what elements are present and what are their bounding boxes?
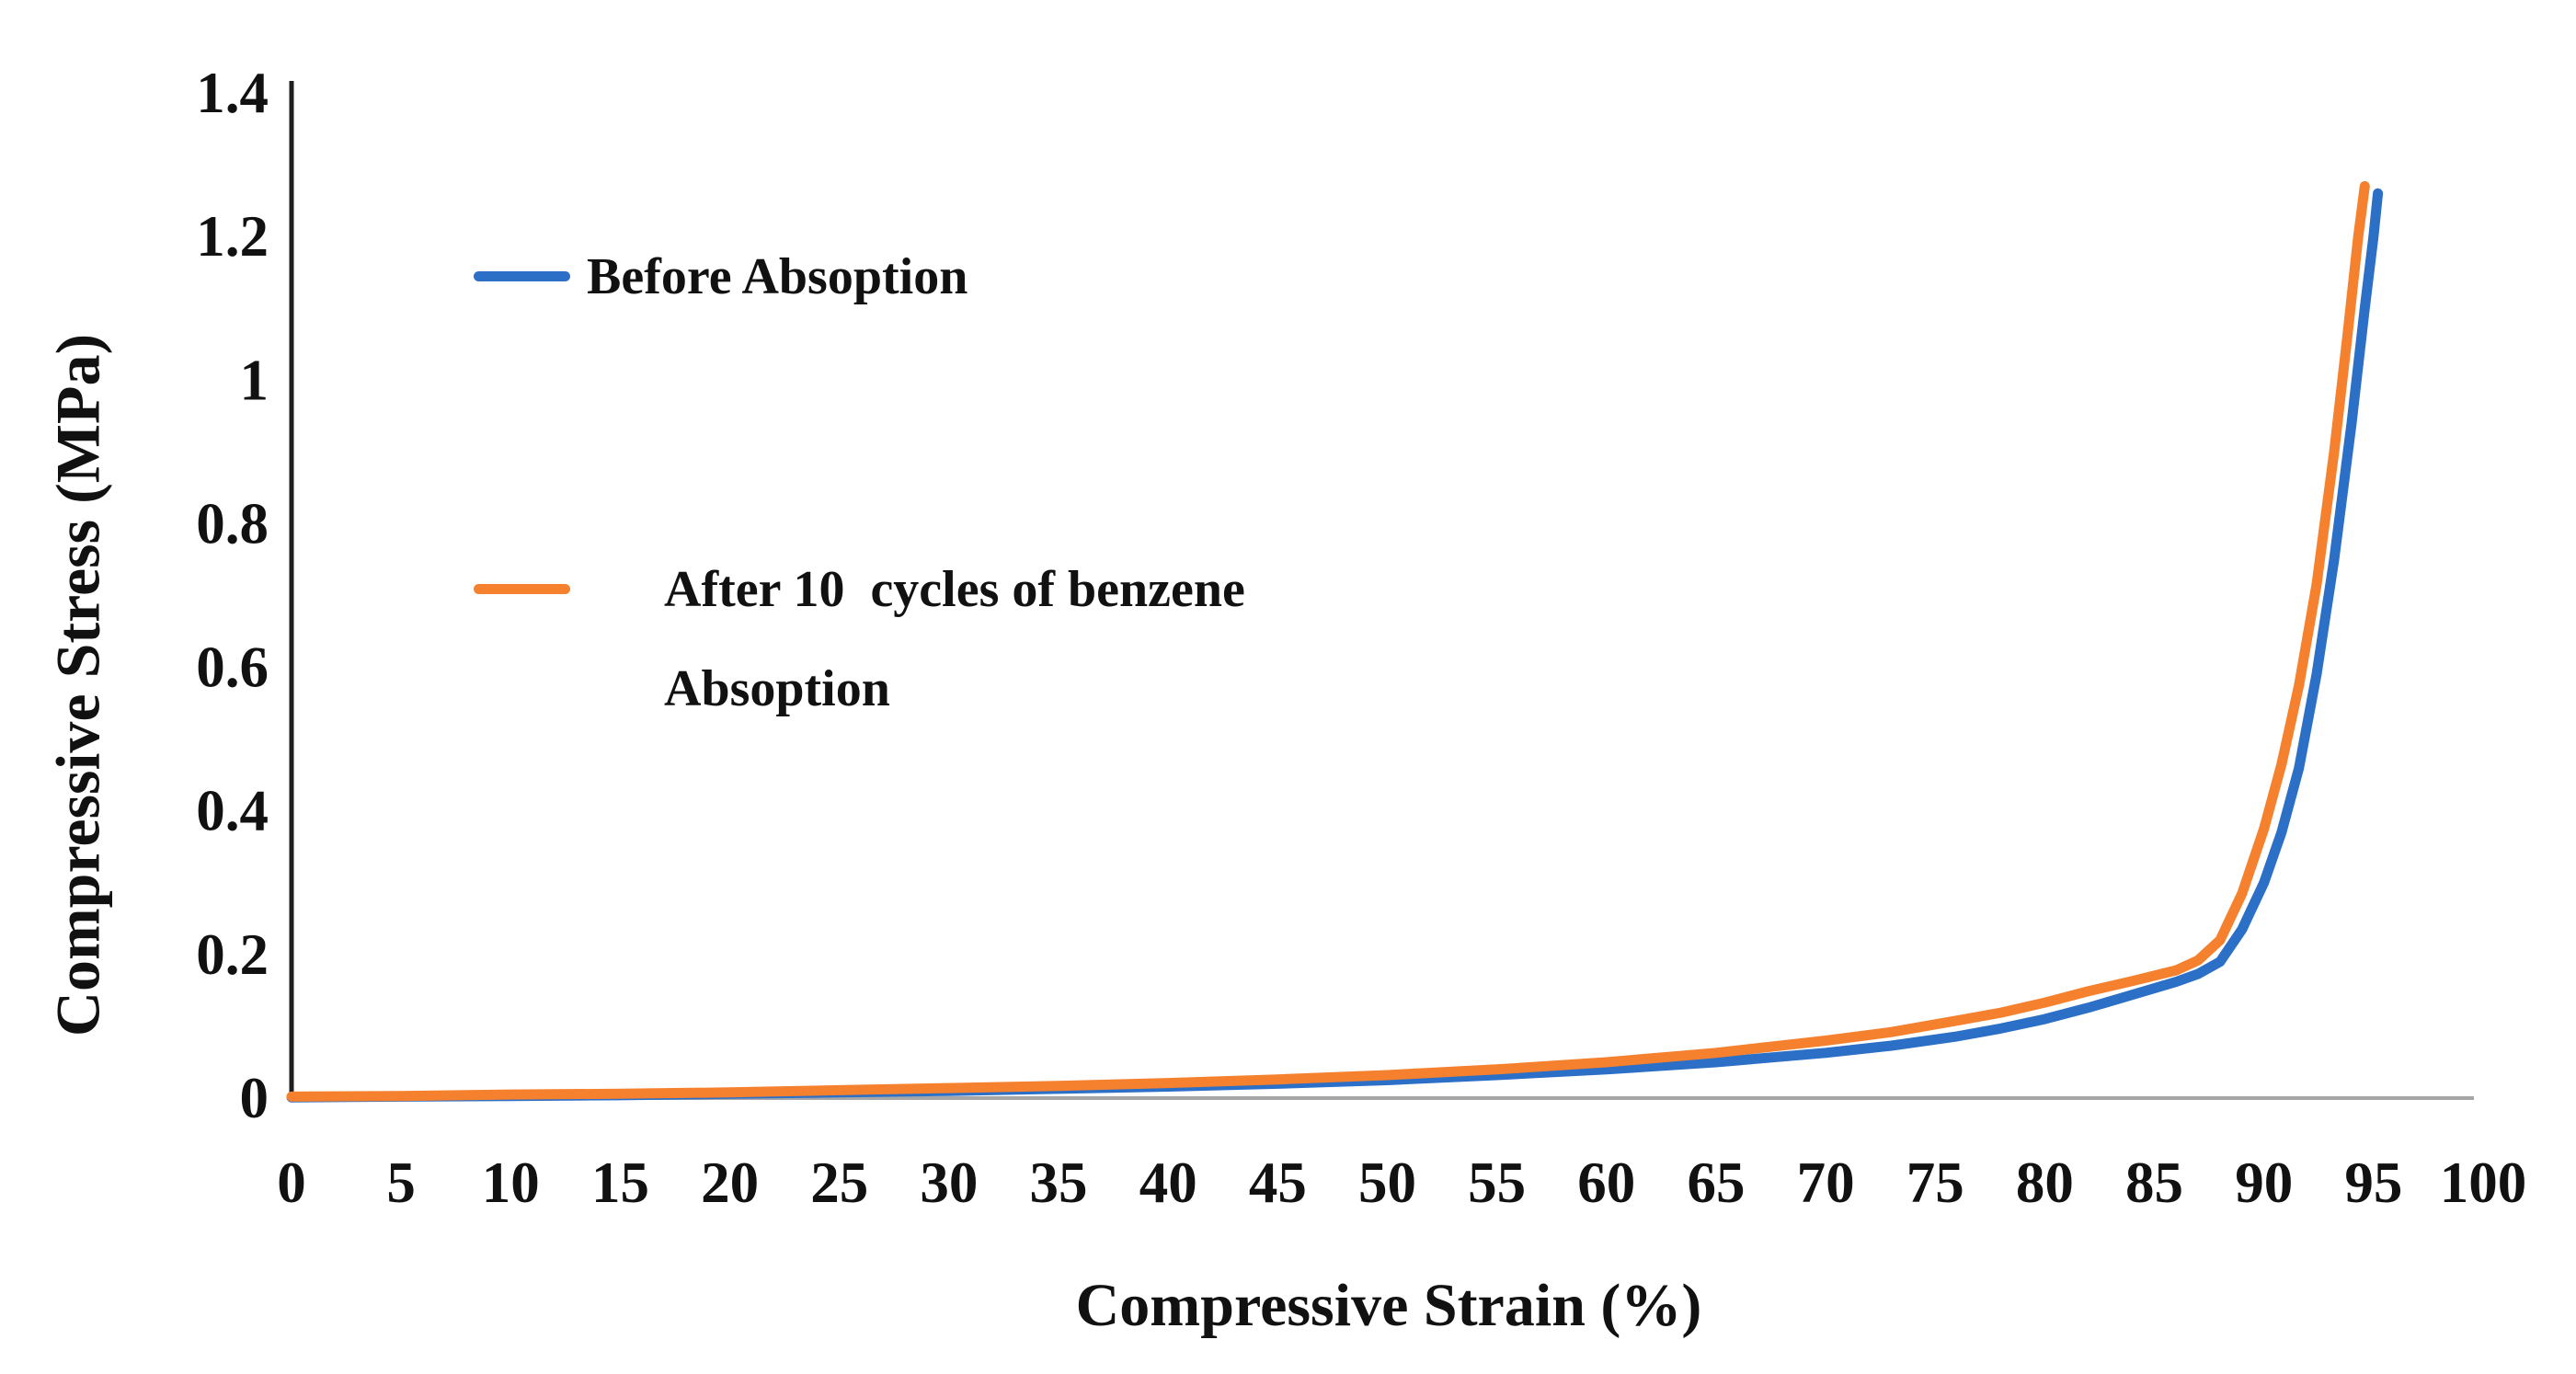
x-tick-label: 95 bbox=[2344, 1151, 2402, 1215]
y-tick-label: 0.4 bbox=[196, 779, 269, 843]
x-tick-label: 15 bbox=[591, 1151, 649, 1215]
x-tick-label: 60 bbox=[1577, 1151, 1635, 1215]
x-tick-label: 65 bbox=[1687, 1151, 1745, 1215]
x-tick-label: 80 bbox=[2016, 1151, 2074, 1215]
y-axis-title: Compressive Stress (MPa) bbox=[42, 333, 113, 1037]
y-tick-label: 1.2 bbox=[196, 204, 269, 269]
x-tick-label: 20 bbox=[701, 1151, 759, 1215]
y-tick-label: 0.2 bbox=[196, 922, 269, 987]
x-tick-label: 45 bbox=[1249, 1151, 1307, 1215]
y-tick-label: 0 bbox=[240, 1066, 269, 1130]
x-tick-label: 50 bbox=[1358, 1151, 1416, 1215]
x-tick-label: 0 bbox=[277, 1151, 306, 1215]
x-tick-label: 5 bbox=[386, 1151, 416, 1215]
legend-label-before: Before Absoption bbox=[587, 248, 968, 305]
x-tick-label: 85 bbox=[2125, 1151, 2183, 1215]
legend-line-orange-icon bbox=[474, 584, 570, 594]
legend-item-after: After 10 cycles of benzene Absoption bbox=[474, 559, 1245, 719]
x-axis-title: Compressive Strain (%) bbox=[1075, 1272, 1702, 1339]
x-tick-label: 90 bbox=[2235, 1151, 2293, 1215]
x-tick-label: 40 bbox=[1139, 1151, 1197, 1215]
legend-line-blue-icon bbox=[474, 271, 570, 281]
x-tick-label: 100 bbox=[2440, 1151, 2527, 1215]
x-tick-label: 55 bbox=[1468, 1151, 1526, 1215]
y-tick-label: 1.4 bbox=[196, 61, 269, 125]
y-tick-label: 0.8 bbox=[196, 491, 269, 555]
legend-item-before: Before Absoption bbox=[474, 246, 967, 307]
legend-label-after-line2: Absoption bbox=[664, 660, 890, 717]
legend-label-after-line1: After 10 cycles of benzene bbox=[664, 561, 1245, 618]
x-tick-label: 30 bbox=[920, 1151, 978, 1215]
y-tick-label: 0.6 bbox=[196, 635, 269, 700]
series-line-after bbox=[286, 181, 2370, 1102]
x-tick-label: 10 bbox=[482, 1151, 540, 1215]
x-tick-label: 35 bbox=[1030, 1151, 1088, 1215]
x-tick-label: 75 bbox=[1906, 1151, 1964, 1215]
y-tick-label: 1 bbox=[240, 348, 269, 412]
x-tick-label: 70 bbox=[1797, 1151, 1855, 1215]
x-tick-label: 25 bbox=[810, 1151, 868, 1215]
